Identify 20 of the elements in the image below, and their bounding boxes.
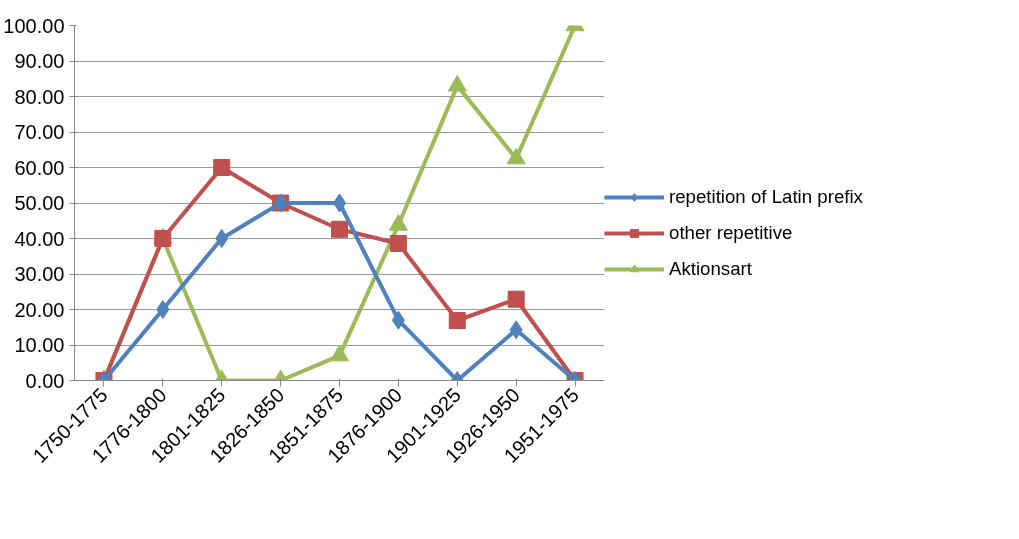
- y-tick-label: 10.00: [14, 334, 65, 356]
- y-tick-label: 50.00: [14, 192, 65, 214]
- legend-label: repetition of Latin prefix: [669, 186, 863, 208]
- point: [213, 159, 231, 176]
- point: [215, 229, 229, 248]
- legend-label: Aktionsart: [669, 258, 752, 280]
- y-tick-label: 0.00: [25, 369, 65, 392]
- y-tick-label: 80.00: [14, 85, 65, 108]
- y-tick-label: 40.00: [14, 227, 65, 250]
- point: [389, 234, 407, 252]
- point: [331, 220, 348, 238]
- y-tick-label: 20.00: [14, 298, 65, 321]
- point: [388, 214, 408, 231]
- point: [330, 344, 349, 362]
- y-tick-label: 30.00: [14, 263, 65, 285]
- y-tick-label: 100.00: [3, 14, 65, 37]
- legend-label: other repetitive: [669, 222, 793, 244]
- y-tick-label: 90.00: [14, 50, 65, 72]
- y-tick-label: 60.00: [14, 156, 65, 179]
- y-tick-label: 70.00: [14, 121, 65, 143]
